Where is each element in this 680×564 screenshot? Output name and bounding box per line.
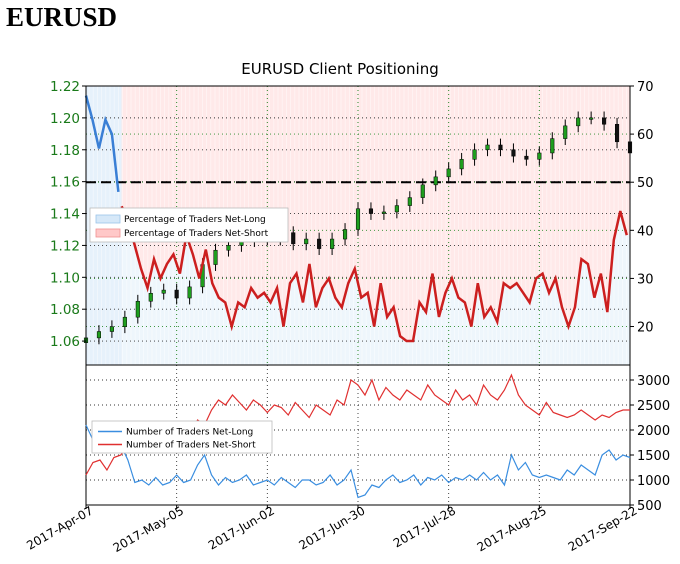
candle-body <box>342 229 348 240</box>
tick-label-left: 1.06 <box>50 334 80 350</box>
candle-body <box>355 208 361 230</box>
candle-body <box>472 149 477 160</box>
top-panel: 1.06 1.08 1.10 1.12 1.14 1.16 1.18 1.20 1.22 20 30… <box>50 79 654 366</box>
tick-label-right-bottom: 1500 <box>637 449 670 464</box>
legend-swatch-net-short <box>95 228 121 238</box>
candle-body <box>407 197 412 206</box>
series-line-net-short-pct <box>120 205 628 343</box>
tick-label-x: 2017-Sep-22 <box>566 503 640 554</box>
candle-body <box>368 208 374 214</box>
candle-body <box>304 238 309 245</box>
candle-body <box>381 211 386 214</box>
tick-label-right: 20 <box>637 321 654 336</box>
candle-body <box>96 331 102 339</box>
candle-body <box>537 152 542 160</box>
tick-label-right: 40 <box>637 224 654 239</box>
tick-label-left: 1.10 <box>50 270 80 286</box>
page-heading: EURUSD <box>6 2 118 32</box>
tick-label-right: 70 <box>637 80 654 95</box>
x-axis: 2017-Apr-07 2017-May-05 2017-Jun-02 2017-Ju… <box>24 503 639 555</box>
candle-body <box>148 293 153 302</box>
candle-body <box>485 144 490 151</box>
tick-label-x: 2017-Apr-07 <box>24 503 95 552</box>
candle-body <box>433 176 438 186</box>
candle-body <box>614 124 620 143</box>
candle-body <box>213 249 218 265</box>
tick-label-left: 1.12 <box>50 238 80 254</box>
candle-body <box>576 117 581 127</box>
candle-body <box>589 117 594 120</box>
tick-label-right: 60 <box>637 128 654 143</box>
tick-label-right-bottom: 2000 <box>637 424 670 439</box>
tick-label-right: 30 <box>637 272 654 287</box>
candle-body <box>511 149 516 157</box>
candle-body <box>187 286 192 299</box>
tick-label-x: 2017-Jun-30 <box>297 503 368 552</box>
candle-body <box>459 159 464 170</box>
bottom-panel: 500 1000 1500 2000 2500 3000 Number of Traders… <box>85 364 670 514</box>
candle-body <box>109 326 114 332</box>
tick-label-x: 2017-Jul-28 <box>391 503 458 550</box>
candle-body <box>498 144 503 151</box>
series-line-net-long-count <box>85 424 631 499</box>
tick-label-right: 50 <box>637 176 654 191</box>
candle-body <box>317 238 322 249</box>
legend-entry: Percentage of Traders Net-Short <box>124 229 269 239</box>
tick-label-left: 1.16 <box>50 175 80 191</box>
tick-label-right-bottom: 1000 <box>637 474 670 489</box>
legend-box <box>91 420 273 454</box>
legend-box <box>89 207 289 243</box>
candle-body <box>330 238 335 249</box>
candle-body <box>174 289 179 299</box>
tick-label-left: 1.14 <box>50 207 80 223</box>
candle-body <box>226 245 231 251</box>
chart-title: EURUSD Client Positioning <box>241 60 439 78</box>
tick-label-right-bottom: 2500 <box>637 399 670 414</box>
candle-body <box>394 205 399 213</box>
tick-label-left: 1.08 <box>50 302 80 318</box>
legend-entry: Number of Traders Net-Short <box>126 441 256 451</box>
tick-label-x: 2017-Aug-25 <box>475 503 549 554</box>
tick-label-left: 1.20 <box>50 111 80 127</box>
candle-body <box>420 184 425 198</box>
candle-body <box>161 289 166 294</box>
candle-body <box>446 168 451 178</box>
candle-body <box>291 232 296 245</box>
tick-label-left: 1.18 <box>50 143 80 159</box>
candle-body <box>524 155 529 160</box>
series-line-net-long-pct <box>84 95 120 192</box>
candle-body <box>602 117 607 125</box>
candle-body <box>563 125 568 139</box>
candle-body <box>122 316 127 327</box>
tick-label-left: 1.22 <box>50 79 80 95</box>
candle-body <box>550 138 555 154</box>
tick-label-x: 2017-May-05 <box>111 503 186 555</box>
legend-entry: Percentage of Traders Net-Long <box>124 215 266 225</box>
legend-swatch-net-long <box>95 214 121 224</box>
legend-entry: Number of Traders Net-Long <box>126 428 253 438</box>
tick-label-x: 2017-Jun-02 <box>206 503 277 552</box>
candle-body <box>135 300 140 318</box>
tick-label-right-bottom: 500 <box>637 499 662 514</box>
tick-label-right-bottom: 3000 <box>637 374 670 389</box>
